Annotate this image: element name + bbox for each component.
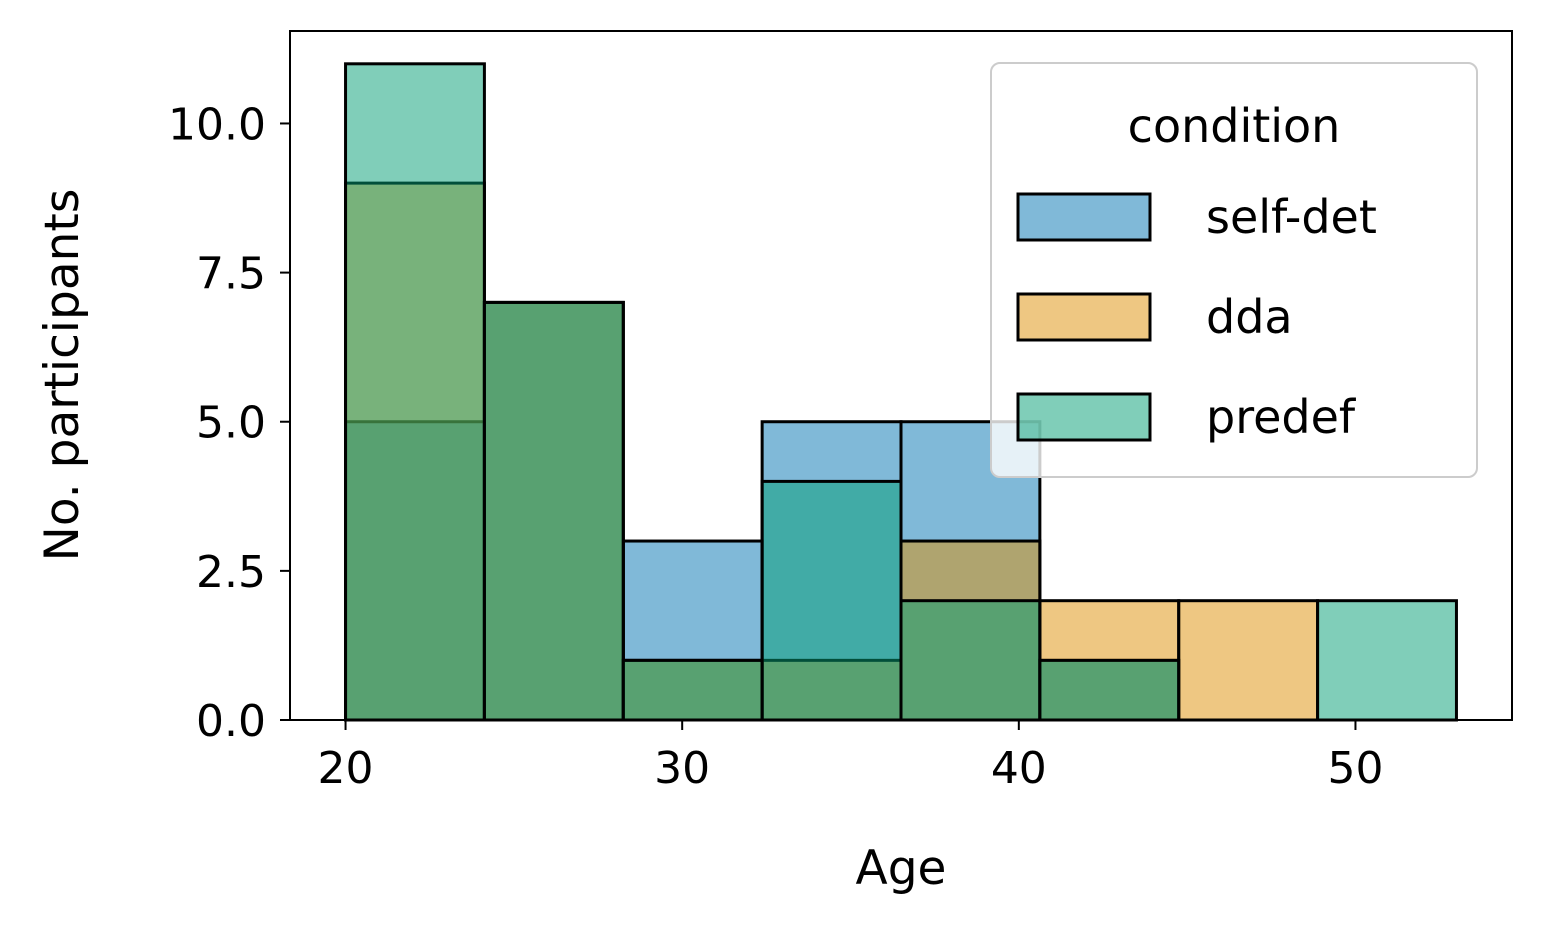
plot-frame [289, 30, 1513, 721]
bar-predef-bin-3 [760, 479, 903, 722]
y-tick-label: 0.0 [196, 696, 266, 747]
x-axis: 20 30 40 50 [318, 720, 1383, 794]
legend-swatch-predef [1016, 392, 1152, 442]
bar-predef-bin-5 [1038, 658, 1181, 722]
legend-label-self-det: self-det [1206, 190, 1377, 244]
bar-predef-bin-4 [899, 599, 1042, 722]
y-tick-label: 5.0 [196, 398, 266, 449]
bar-dda-bin-6 [1177, 599, 1320, 722]
y-axis: 0.0 2.5 5.0 7.5 10.0 [168, 99, 290, 747]
x-tick-label: 40 [991, 743, 1047, 794]
x-tick-label: 50 [1327, 743, 1383, 794]
x-tick-label: 20 [318, 743, 374, 794]
legend-swatch-self-det [1016, 192, 1152, 242]
bar-predef-bin-0 [344, 62, 486, 722]
x-axis-label: Age [856, 841, 947, 896]
legend-frame [990, 62, 1478, 478]
bars-layer [344, 62, 1458, 722]
y-tick-label: 7.5 [196, 249, 266, 300]
legend: condition self-det dda predef [990, 62, 1478, 478]
legend-label-predef: predef [1206, 390, 1357, 444]
bar-predef-bin-2 [621, 658, 764, 722]
y-tick-label: 10.0 [168, 99, 266, 150]
legend-title: condition [1128, 99, 1341, 153]
legend-label-dda: dda [1206, 290, 1293, 344]
bar-predef-bin-1 [482, 300, 625, 722]
y-axis-label: No. participants [35, 189, 90, 562]
legend-swatch-dda [1016, 292, 1152, 342]
y-tick-label: 2.5 [196, 547, 266, 598]
legend-entries: self-det dda predef [1016, 190, 1377, 444]
bar-predef-bin-7 [1316, 599, 1458, 722]
x-tick-label: 30 [654, 743, 710, 794]
